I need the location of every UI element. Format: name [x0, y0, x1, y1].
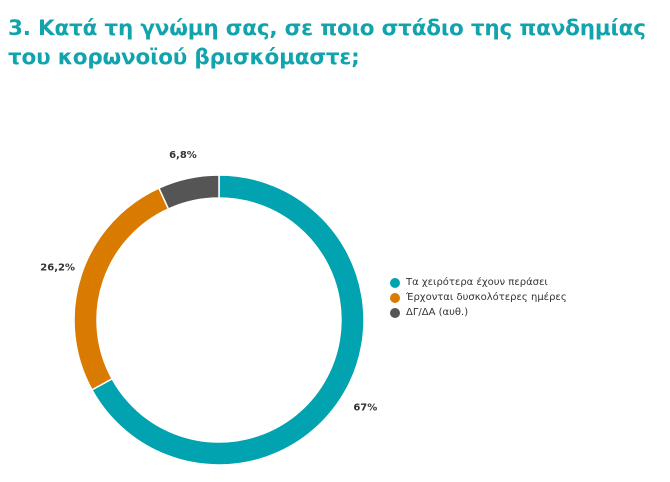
title-line-1: 3. Κατά τη γνώμη σας, σε ποιο στάδιο της… [8, 16, 646, 41]
legend-label-better: Τα χειρότερα έχουν περάσει [406, 277, 548, 288]
legend-item-better: Τα χειρότερα έχουν περάσει [390, 275, 567, 290]
legend-item-dk: ΔΓ/ΔΑ (αυθ.) [390, 305, 567, 320]
legend-swatch-dk [390, 307, 400, 318]
legend-label-harder: Έρχονται δυσκολότερες ημέρες [406, 292, 567, 303]
slice-better [90, 174, 365, 466]
value-label-dk: 6,8% [169, 150, 197, 161]
slice-dk [157, 174, 220, 210]
legend-swatch-harder [390, 292, 400, 303]
value-label-harder: 26,2% [40, 262, 75, 273]
chart-legend: Τα χειρότερα έχουν περάσει Έρχονται δυσκ… [390, 275, 567, 320]
legend-label-dk: ΔΓ/ΔΑ (αυθ.) [406, 307, 469, 318]
title-line-2: του κορωνοϊού βρισκόμαστε; [8, 45, 360, 70]
chart-title: 3. Κατά τη γνώμη σας, σε ποιο στάδιο της… [8, 14, 668, 72]
slice-harder [73, 187, 170, 391]
legend-item-harder: Έρχονται δυσκολότερες ημέρες [390, 290, 567, 305]
value-label-better: 67% [353, 403, 377, 414]
legend-swatch-better [390, 277, 400, 288]
